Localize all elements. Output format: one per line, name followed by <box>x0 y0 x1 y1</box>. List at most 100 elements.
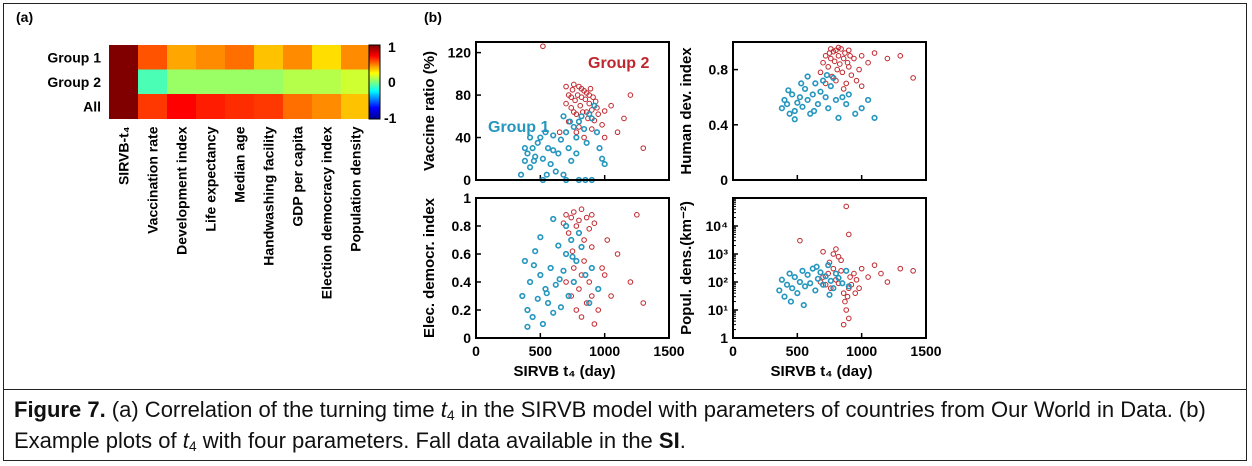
group2-point <box>576 286 582 292</box>
plot-frame <box>732 197 927 339</box>
group2-point <box>573 307 580 313</box>
heatmap-cell <box>254 94 284 119</box>
heatmap-cell <box>225 94 255 119</box>
heatmap-cell <box>312 69 342 95</box>
group2-point <box>822 281 829 288</box>
group2-point <box>589 244 595 250</box>
group2-point <box>568 293 575 299</box>
scatter-elec-democr-index: 0 0.2 0.4 0.6 0.8 1 0 500 1000 1500 Elec. democr. … <box>421 190 685 380</box>
group2-point <box>858 53 865 59</box>
group2-point <box>858 83 865 89</box>
caption-var2: t <box>182 428 189 453</box>
group1-point <box>586 299 593 307</box>
group2-point <box>884 279 891 285</box>
group1-point <box>537 134 544 141</box>
group2-point <box>570 81 577 88</box>
group1-point <box>791 107 798 115</box>
x-tick-label: 0 <box>472 343 480 359</box>
group2-point <box>847 274 853 280</box>
colorbar-tick-mid: 0 <box>388 74 396 90</box>
group2-point <box>884 55 891 62</box>
group2-point <box>797 237 803 244</box>
group2-point <box>576 217 582 224</box>
group2-point <box>578 85 585 92</box>
group1-point <box>543 290 550 297</box>
group2-point <box>577 102 584 109</box>
group1-point <box>826 291 833 298</box>
heatmap-cell <box>196 69 226 95</box>
group2-point <box>871 262 878 268</box>
group2-point <box>601 108 608 114</box>
group2-point <box>621 115 627 122</box>
group2-point <box>853 276 860 283</box>
group1-point <box>591 102 598 109</box>
scatter-vaccine-ratio: 0 40 80 120 Vaccine ratio (%) Group 1 Group 2 <box>421 41 670 188</box>
plot-frame <box>475 197 670 339</box>
heatmap-row-label: Group 2 <box>47 74 101 90</box>
annotation-group2: Group 2 <box>588 55 649 72</box>
group2-point <box>640 145 647 151</box>
heatmap-column-label: Vaccination rate <box>145 126 161 234</box>
group2-point <box>839 69 846 76</box>
group1-point <box>539 155 547 162</box>
group1-point <box>801 85 809 93</box>
heatmap-cell <box>283 69 313 95</box>
group2-point <box>568 105 575 111</box>
group1-point <box>557 136 565 143</box>
group2-point <box>587 85 594 92</box>
heatmap-cell <box>167 45 197 70</box>
y-tick-label: 40 <box>455 130 471 146</box>
group1-point <box>534 139 541 146</box>
group1-point <box>537 271 544 279</box>
group2-point <box>570 265 577 271</box>
group1-point <box>839 94 846 101</box>
y-axis-label: Vaccine ratio (%) <box>421 51 438 171</box>
heatmap: Group 1 Group 2 All SIRVB-t₄ Vaccination rat… <box>47 45 371 299</box>
group1-point <box>539 320 547 328</box>
group2-point <box>581 258 587 264</box>
caption-part2: in the SIRVB model with parameters of co… <box>14 397 1206 453</box>
group1-point <box>832 270 840 277</box>
group1-point <box>547 160 554 168</box>
group2-point <box>568 214 575 221</box>
group1-point <box>813 263 820 270</box>
group1-point <box>778 105 785 112</box>
group2-point <box>581 237 587 243</box>
group2-point <box>817 69 824 76</box>
heatmap-cell <box>109 94 139 119</box>
group1-point <box>593 129 601 136</box>
y-tick-label: 0 <box>463 330 471 346</box>
group1-point <box>785 87 792 94</box>
group2-point <box>563 100 569 107</box>
annotation-group1: Group 1 <box>488 119 549 136</box>
heatmap-column-label: Election democracy index <box>319 126 335 299</box>
heatmap-cell <box>138 69 168 95</box>
x-axis-label: SIRVB t₄ (day) <box>514 363 616 380</box>
group2-point <box>843 203 850 210</box>
group2-point <box>833 246 839 252</box>
group1-point <box>526 164 534 171</box>
group2-point <box>831 58 838 65</box>
group1-point <box>565 145 572 152</box>
group1-point <box>537 234 544 241</box>
group1-point <box>796 278 804 286</box>
group2-point <box>595 111 602 117</box>
y-axis-label: Elec. democr. index <box>421 197 438 338</box>
group1-point <box>786 110 793 117</box>
group1-point <box>570 278 577 286</box>
group2-point <box>576 124 582 130</box>
group1-point <box>560 113 567 120</box>
group2-point <box>589 107 595 113</box>
heatmap-row-label: Group 1 <box>47 49 101 65</box>
group2-point <box>843 307 850 313</box>
heatmap-cell <box>312 45 342 70</box>
group1-point <box>781 293 788 300</box>
heatmap-cell <box>283 45 313 70</box>
group1-point <box>789 285 796 292</box>
group1-point <box>812 287 819 294</box>
panel-a-label: (a) <box>16 9 33 25</box>
group1-point <box>798 80 805 87</box>
y-tick-label: 80 <box>455 87 471 103</box>
group1-point <box>544 299 552 307</box>
group2-point <box>827 55 834 62</box>
